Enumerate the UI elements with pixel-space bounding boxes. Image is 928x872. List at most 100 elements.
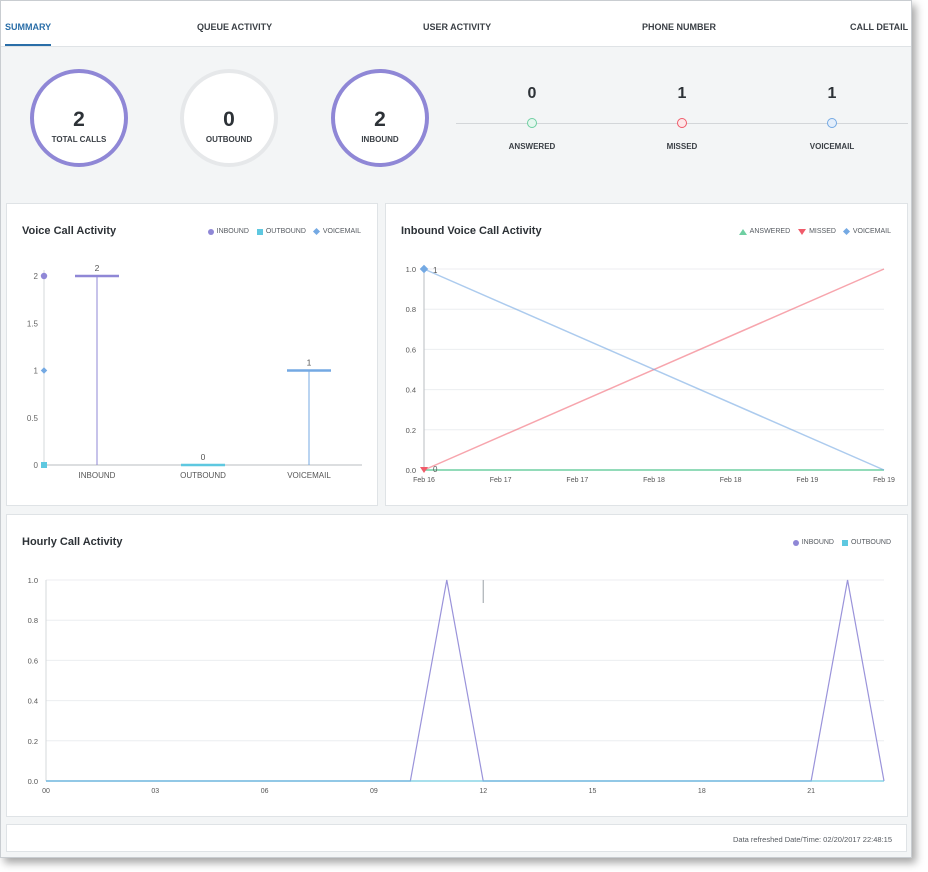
voicemail-label: VOICEMAIL xyxy=(809,142,855,151)
missed-label: MISSED xyxy=(666,142,698,151)
x-tick-label: OUTBOUND xyxy=(180,471,226,480)
legend-outbound-icon xyxy=(256,228,263,235)
x-tick-label: 12 xyxy=(479,788,487,795)
inbound-voice-call-activity-legend: ANSWERED MISSED VOICEMAIL xyxy=(738,227,891,236)
data-refreshed-timestamp: Data refreshed Date/Time: 02/20/2017 22:… xyxy=(733,835,892,844)
x-tick-label: Feb 17 xyxy=(566,477,588,484)
series-line xyxy=(423,268,885,471)
voice-call-activity-panel: Voice Call Activity INBOUND OUTBOUND VOI… xyxy=(6,203,378,506)
x-tick-label: Feb 19 xyxy=(873,477,895,484)
x-tick-label: VOICEMAIL xyxy=(287,471,331,480)
tab-queue-activity[interactable]: QUEUE ACTIVITY xyxy=(197,22,273,32)
legend-missed-icon xyxy=(798,228,807,235)
y-tick-label: 0.0 xyxy=(28,777,38,786)
voicemail-marker xyxy=(40,367,48,374)
y-tick-label: 0.5 xyxy=(27,414,39,423)
hourly-call-activity-panel: Hourly Call Activity INBOUND OUTBOUND 0.… xyxy=(6,514,908,817)
total-calls-label: TOTAL CALLS xyxy=(51,135,107,144)
inbound-voice-call-activity-chart: 0.0 0.2 0.4 0.6 0.8 1.0 Feb 16 Feb 17 Feb 17 Feb … xyxy=(406,264,895,484)
answered-label: ANSWERED xyxy=(508,142,556,151)
hourly-call-activity-title: Hourly Call Activity xyxy=(22,536,123,548)
x-tick-label: Feb 18 xyxy=(643,477,665,484)
voicemail-value: 1 xyxy=(827,85,837,102)
y-tick-label: 1 xyxy=(34,367,39,376)
missed-dot-icon xyxy=(677,118,687,128)
tab-user-activity[interactable]: USER ACTIVITY xyxy=(423,22,492,32)
y-tick-label: 0 xyxy=(34,461,39,470)
outbound-marker xyxy=(41,462,47,468)
outbound-value: 0 xyxy=(223,108,235,131)
answered-value: 0 xyxy=(527,85,537,102)
y-tick-label: 0.2 xyxy=(28,737,38,746)
legend-outbound-label[interactable]: OUTBOUND xyxy=(265,228,306,235)
hourly-call-activity-chart: 0.0 0.2 0.4 0.6 0.8 1.0 00 03 06 09 12 15 18 21 xyxy=(28,576,885,795)
voice-call-activity-legend: INBOUND OUTBOUND VOICEMAIL xyxy=(207,227,361,236)
tab-summary[interactable]: SUMMARY xyxy=(5,1,52,46)
outbound-label: OUTBOUND xyxy=(205,135,253,144)
legend-outbound-label[interactable]: OUTBOUND xyxy=(850,539,891,546)
y-tick-label: 1.0 xyxy=(28,576,38,585)
y-tick-label: 0.6 xyxy=(28,656,38,665)
x-tick-label: 15 xyxy=(589,788,597,795)
voicemail-start-marker xyxy=(419,264,429,274)
dashboard-frame: SUMMARY QUEUE ACTIVITY USER ACTIVITY PHO… xyxy=(0,0,912,858)
voicemail-dot-icon xyxy=(827,118,837,128)
missed-start-marker xyxy=(420,467,428,473)
voice-call-activity-chart: 0 0.5 1 1.5 2 2 INBOUND 0 OUTBOUND 1 VOICEMAIL xyxy=(27,263,362,480)
outbound-circle: 0 OUTBOUND xyxy=(180,69,278,167)
bar-data-label: 0 xyxy=(201,452,206,462)
inbound-marker xyxy=(40,272,48,280)
legend-inbound-label[interactable]: INBOUND xyxy=(216,228,249,235)
total-calls-value: 2 xyxy=(73,108,85,131)
point-data-label: 0 xyxy=(433,465,438,474)
legend-outbound-icon xyxy=(841,539,848,546)
y-tick-label: 1.5 xyxy=(27,319,39,328)
inbound-value: 2 xyxy=(374,108,386,131)
tab-phone-number[interactable]: PHONE NUMBER xyxy=(642,22,717,32)
voice-call-activity-title: Voice Call Activity xyxy=(22,225,117,237)
inbound-label: INBOUND xyxy=(361,135,399,144)
x-tick-label: 21 xyxy=(807,788,815,795)
legend-inbound-label[interactable]: INBOUND xyxy=(801,539,834,546)
legend-answered-label[interactable]: ANSWERED xyxy=(749,228,791,235)
tab-call-detail[interactable]: CALL DETAIL xyxy=(850,22,909,32)
legend-answered-icon xyxy=(738,228,747,235)
inbound-voice-call-activity-panel: Inbound Voice Call Activity ANSWERED MIS… xyxy=(385,203,908,506)
bar-data-label: 1 xyxy=(307,358,312,368)
bar-data-label: 2 xyxy=(95,263,100,273)
y-tick-label: 2 xyxy=(34,272,39,281)
y-tick-label: 0.8 xyxy=(28,616,38,625)
point-data-label: 1 xyxy=(433,266,438,275)
y-tick-label: 0.4 xyxy=(28,697,38,706)
y-tick-label: 0.0 xyxy=(406,466,416,475)
inbound-voice-call-activity-title: Inbound Voice Call Activity xyxy=(401,225,542,237)
inbound-circle: 2 INBOUND xyxy=(331,69,429,167)
x-tick-label: 06 xyxy=(261,788,269,795)
legend-inbound-icon xyxy=(792,539,799,546)
y-tick-label: 1.0 xyxy=(406,265,416,274)
x-tick-label: 03 xyxy=(151,788,159,795)
x-tick-label: 00 xyxy=(42,788,50,795)
footer-bar: Data refreshed Date/Time: 02/20/2017 22:… xyxy=(6,824,907,852)
x-tick-label: 09 xyxy=(370,788,378,795)
x-tick-label: Feb 18 xyxy=(720,477,742,484)
total-calls-circle: 2 TOTAL CALLS xyxy=(30,69,128,167)
legend-inbound-icon xyxy=(207,228,214,235)
x-tick-label: Feb 19 xyxy=(796,477,818,484)
answered-dot-icon xyxy=(527,118,537,128)
x-tick-label: Feb 17 xyxy=(490,477,512,484)
legend-voicemail-label[interactable]: VOICEMAIL xyxy=(852,228,891,235)
x-tick-label: 18 xyxy=(698,788,706,795)
x-tick-label: Feb 16 xyxy=(413,477,435,484)
legend-voicemail-label[interactable]: VOICEMAIL xyxy=(322,228,361,235)
missed-value: 1 xyxy=(677,85,687,102)
y-tick-label: 0.6 xyxy=(406,345,416,354)
legend-missed-label[interactable]: MISSED xyxy=(809,228,836,235)
y-tick-label: 0.8 xyxy=(406,305,416,314)
y-tick-label: 0.2 xyxy=(406,426,416,435)
y-tick-label: 0.4 xyxy=(406,386,416,395)
tab-bar: SUMMARY QUEUE ACTIVITY USER ACTIVITY PHO… xyxy=(1,1,911,47)
x-tick-label: INBOUND xyxy=(79,471,116,480)
series-line xyxy=(46,579,885,782)
hourly-call-activity-legend: INBOUND OUTBOUND xyxy=(792,539,891,546)
